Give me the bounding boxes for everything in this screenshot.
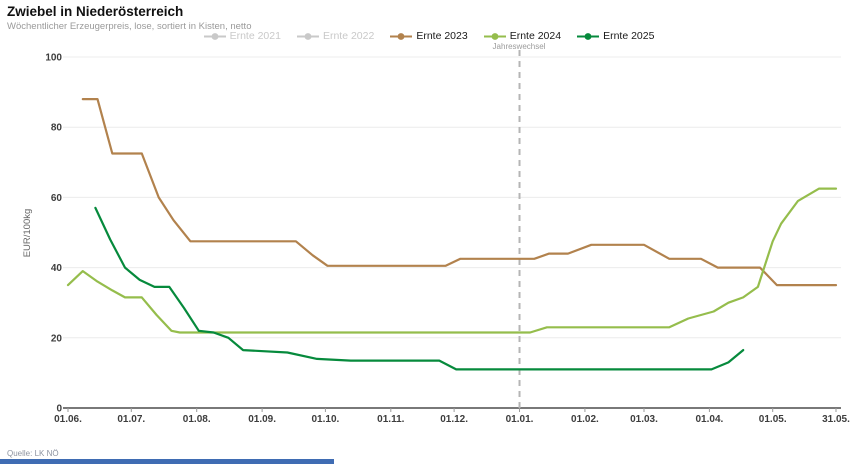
legend-item-ernte-2024[interactable]: Ernte 2024	[483, 30, 562, 42]
jahreswechsel-label: Jahreswechsel	[492, 42, 546, 51]
y-tick-label: 0	[56, 404, 62, 415]
chart-legend: Ernte 2021 Ernte 2022 Ernte 2023 Ernte 2024…	[0, 30, 858, 42]
y-tick-label: 80	[51, 123, 63, 134]
y-axis-title: EUR/100kg	[22, 209, 33, 258]
y-tick-label: 60	[51, 193, 63, 204]
legend-item-ernte-2022[interactable]: Ernte 2022	[296, 30, 375, 42]
x-tick-label: 01.10.	[312, 414, 340, 425]
x-tick-label: 01.01.	[506, 414, 534, 425]
horizontal-scrollbar-thumb[interactable]	[0, 459, 334, 464]
legend-item-label: Ernte 2021	[229, 30, 281, 42]
legend-line-dot-icon	[296, 32, 319, 41]
series-line-ernte-2025[interactable]	[94, 206, 745, 371]
legend-item-label: Ernte 2023	[416, 30, 468, 42]
x-tick-label: 31.05.	[822, 414, 850, 425]
y-tick-label: 20	[51, 333, 63, 344]
x-tick-label: 01.03.	[630, 414, 658, 425]
page-title: Zwiebel in Niederösterreich	[7, 4, 184, 19]
series-line-ernte-2024[interactable]	[66, 187, 838, 334]
series-line-ernte-2023[interactable]	[81, 97, 838, 287]
legend-line-dot-icon	[203, 32, 226, 41]
x-tick-label: 01.05.	[759, 414, 787, 425]
legend-item-label: Ernte 2025	[603, 30, 655, 42]
legend-item-ernte-2025[interactable]: Ernte 2025	[577, 30, 654, 42]
x-tick-label: 01.06.	[54, 414, 82, 425]
y-tick-label: 100	[45, 53, 62, 64]
legend-item-label: Ernte 2022	[322, 30, 375, 42]
y-tick-label: 40	[51, 263, 63, 274]
legend-item-label: Ernte 2024	[509, 30, 562, 42]
legend-line-dot-icon	[483, 32, 506, 41]
legend-item-ernte-2021[interactable]: Ernte 2021	[203, 30, 281, 42]
page-subtitle: Wöchentlicher Erzeugerpreis, lose, sorti…	[7, 21, 252, 32]
legend-item-ernte-2023[interactable]: Ernte 2023	[390, 30, 468, 42]
x-tick-label: 01.11.	[377, 414, 404, 425]
legend-line-dot-icon	[577, 32, 600, 41]
x-tick-label: 01.09.	[248, 414, 276, 425]
x-tick-label: 01.12.	[440, 414, 468, 425]
x-tick-label: 01.08.	[183, 414, 211, 425]
x-tick-label: 01.07.	[117, 414, 145, 425]
x-tick-label: 01.04.	[696, 414, 724, 425]
source-note: Quelle: LK NÖ	[7, 449, 59, 458]
legend-line-dot-icon	[390, 32, 413, 41]
x-tick-label: 01.02.	[571, 414, 599, 425]
